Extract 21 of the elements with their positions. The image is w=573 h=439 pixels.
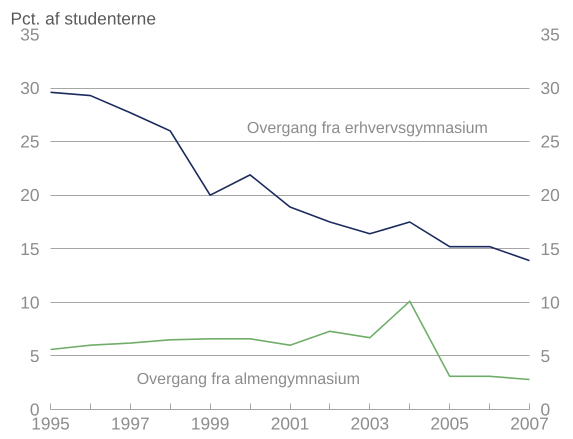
x-tick-label: 1997	[111, 414, 150, 434]
y-tick-label: 25	[20, 132, 40, 152]
y-tick-label: 15	[20, 238, 40, 259]
y2-tick-label: 15	[540, 238, 560, 259]
text: Overgang fra erhvervsgymnasium	[246, 120, 488, 137]
y2-tick-label: 10	[540, 292, 560, 312]
series-label: Overgang fra almengymnasium	[136, 371, 360, 388]
line-series	[50, 92, 530, 262]
x-tick-label: 2001	[270, 414, 310, 434]
y2-tick-label: 5	[540, 346, 550, 366]
y-tick-label: 5	[30, 346, 40, 366]
x-tick-label: 1999	[190, 414, 230, 434]
x-tick-label: 2005	[430, 414, 469, 434]
y2-tick-label: 20	[540, 185, 560, 206]
y-tick-label: 30	[20, 78, 40, 98]
y-tick-label: 20	[20, 185, 40, 206]
y2-tick-label: 35	[540, 24, 560, 44]
y-tick-label: 10	[20, 292, 40, 312]
y2-tick-label: 25	[540, 132, 560, 152]
x-tick-label: 2003	[350, 414, 390, 434]
y2-tick-label: 30	[540, 78, 560, 98]
